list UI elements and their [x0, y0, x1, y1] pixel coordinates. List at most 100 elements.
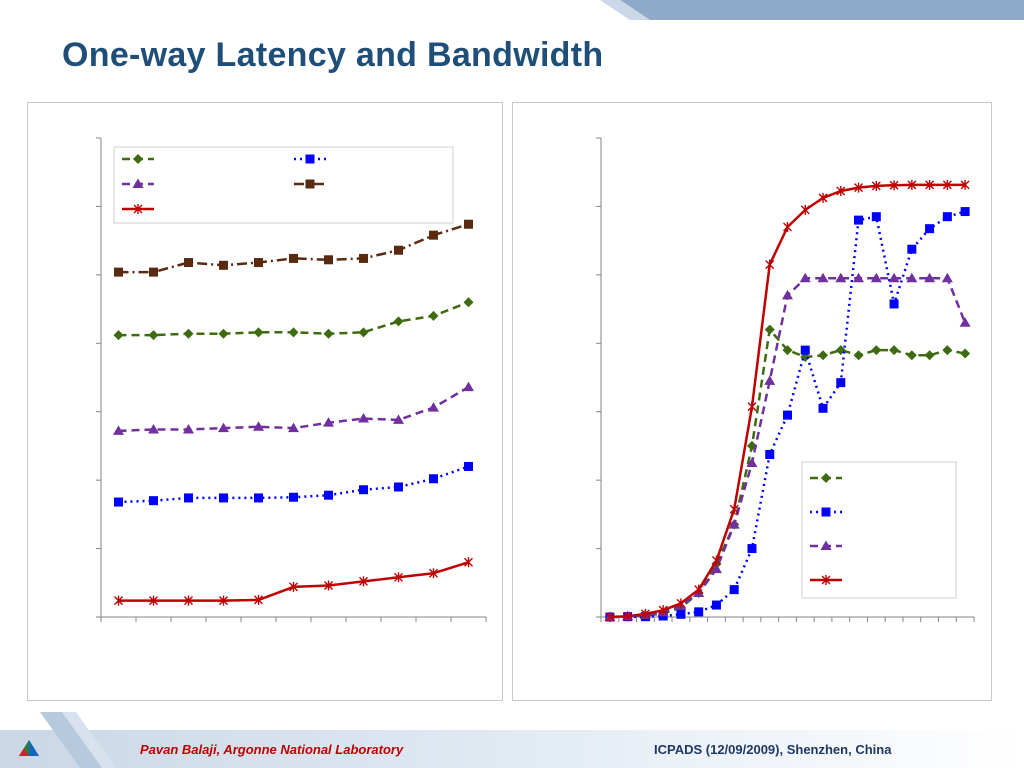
data-point — [711, 600, 721, 610]
data-point — [871, 212, 881, 222]
data-point — [711, 555, 721, 566]
latency-chart — [96, 137, 487, 622]
data-point — [394, 482, 403, 492]
data-point — [148, 330, 159, 341]
data-point — [254, 594, 263, 605]
data-point — [782, 345, 793, 356]
footer-venue: ICPADS (12/09/2009), Shenzhen, China — [654, 742, 892, 757]
legend-swatch-marker — [821, 575, 831, 585]
series-native-verbs — [114, 557, 473, 606]
data-point — [907, 179, 917, 190]
data-point — [835, 272, 847, 283]
data-point — [925, 224, 935, 234]
data-point — [428, 402, 439, 412]
data-point — [888, 272, 900, 283]
data-point — [324, 580, 333, 591]
data-point — [183, 424, 194, 434]
footer-band — [0, 712, 1024, 768]
data-point — [323, 328, 334, 339]
series-native-verbs — [605, 179, 970, 622]
series-line-10ge-aic-rx-off — [118, 223, 469, 274]
data-point — [818, 350, 829, 361]
data-point — [289, 253, 298, 263]
data-point — [942, 345, 953, 356]
data-point — [889, 345, 900, 356]
data-point — [960, 179, 970, 190]
data-point — [114, 595, 123, 606]
data-point — [184, 258, 193, 268]
series-ipoib — [113, 297, 474, 341]
data-point — [710, 563, 722, 574]
data-point — [676, 598, 686, 609]
data-point — [464, 461, 473, 471]
data-point — [854, 182, 864, 193]
data-point — [799, 272, 811, 283]
data-point — [960, 348, 971, 359]
legend-swatch-marker — [132, 178, 144, 188]
data-point — [959, 317, 971, 327]
data-point — [149, 595, 158, 606]
data-point — [114, 497, 123, 507]
data-point — [783, 221, 792, 232]
data-point — [253, 327, 264, 338]
data-point — [605, 612, 615, 622]
data-point — [149, 267, 158, 277]
data-point — [729, 585, 739, 595]
data-point — [889, 180, 899, 191]
data-point — [694, 584, 704, 595]
data-point — [184, 493, 193, 503]
data-point — [817, 272, 829, 283]
legend-swatch-marker — [133, 204, 143, 214]
latency-chart-panel — [27, 102, 503, 701]
data-point — [429, 568, 438, 579]
data-point — [836, 186, 846, 197]
data-point — [889, 299, 899, 309]
data-point — [764, 375, 776, 385]
data-point — [853, 272, 865, 283]
data-point — [765, 449, 775, 459]
data-point — [853, 350, 864, 361]
data-point — [359, 576, 368, 587]
data-point — [394, 245, 403, 255]
data-point — [254, 258, 263, 268]
legend-swatch-marker — [821, 507, 831, 517]
legend-box — [801, 461, 957, 599]
data-point — [149, 496, 158, 506]
data-point — [113, 330, 124, 341]
data-point — [746, 457, 758, 468]
legend-item-native-verbs — [122, 204, 154, 214]
series-10ge-aic-rx-on — [113, 381, 474, 435]
data-point — [218, 328, 229, 339]
footer-author: Pavan Balaji, Argonne National Laborator… — [140, 742, 404, 757]
data-point — [906, 272, 918, 283]
data-point — [253, 421, 264, 431]
data-point — [254, 493, 263, 503]
data-point — [640, 608, 650, 619]
legend-item-10ge — [810, 540, 842, 550]
legend-item-sdp — [294, 154, 326, 164]
data-point — [288, 327, 299, 338]
legend-swatch-marker — [305, 154, 315, 164]
slide-title: One-way Latency and Bandwidth — [62, 36, 604, 74]
data-point — [747, 401, 757, 412]
data-point — [907, 244, 917, 254]
data-point — [324, 255, 333, 265]
data-point — [323, 417, 334, 427]
data-point — [658, 605, 668, 616]
legend-item-ipoib — [122, 154, 154, 164]
data-point — [942, 179, 952, 190]
argonne-logo-icon — [19, 740, 39, 756]
series-10ge-aic-rx-off — [114, 219, 473, 277]
data-point — [183, 328, 194, 339]
series-sdp — [114, 461, 473, 507]
data-point — [288, 422, 299, 433]
data-point — [924, 272, 936, 283]
data-point — [729, 504, 739, 515]
data-point — [148, 424, 159, 434]
data-point — [818, 192, 828, 203]
legend-box — [113, 146, 454, 224]
data-point — [464, 219, 473, 229]
data-point — [358, 413, 369, 423]
data-point — [818, 403, 828, 413]
data-point — [960, 207, 970, 217]
